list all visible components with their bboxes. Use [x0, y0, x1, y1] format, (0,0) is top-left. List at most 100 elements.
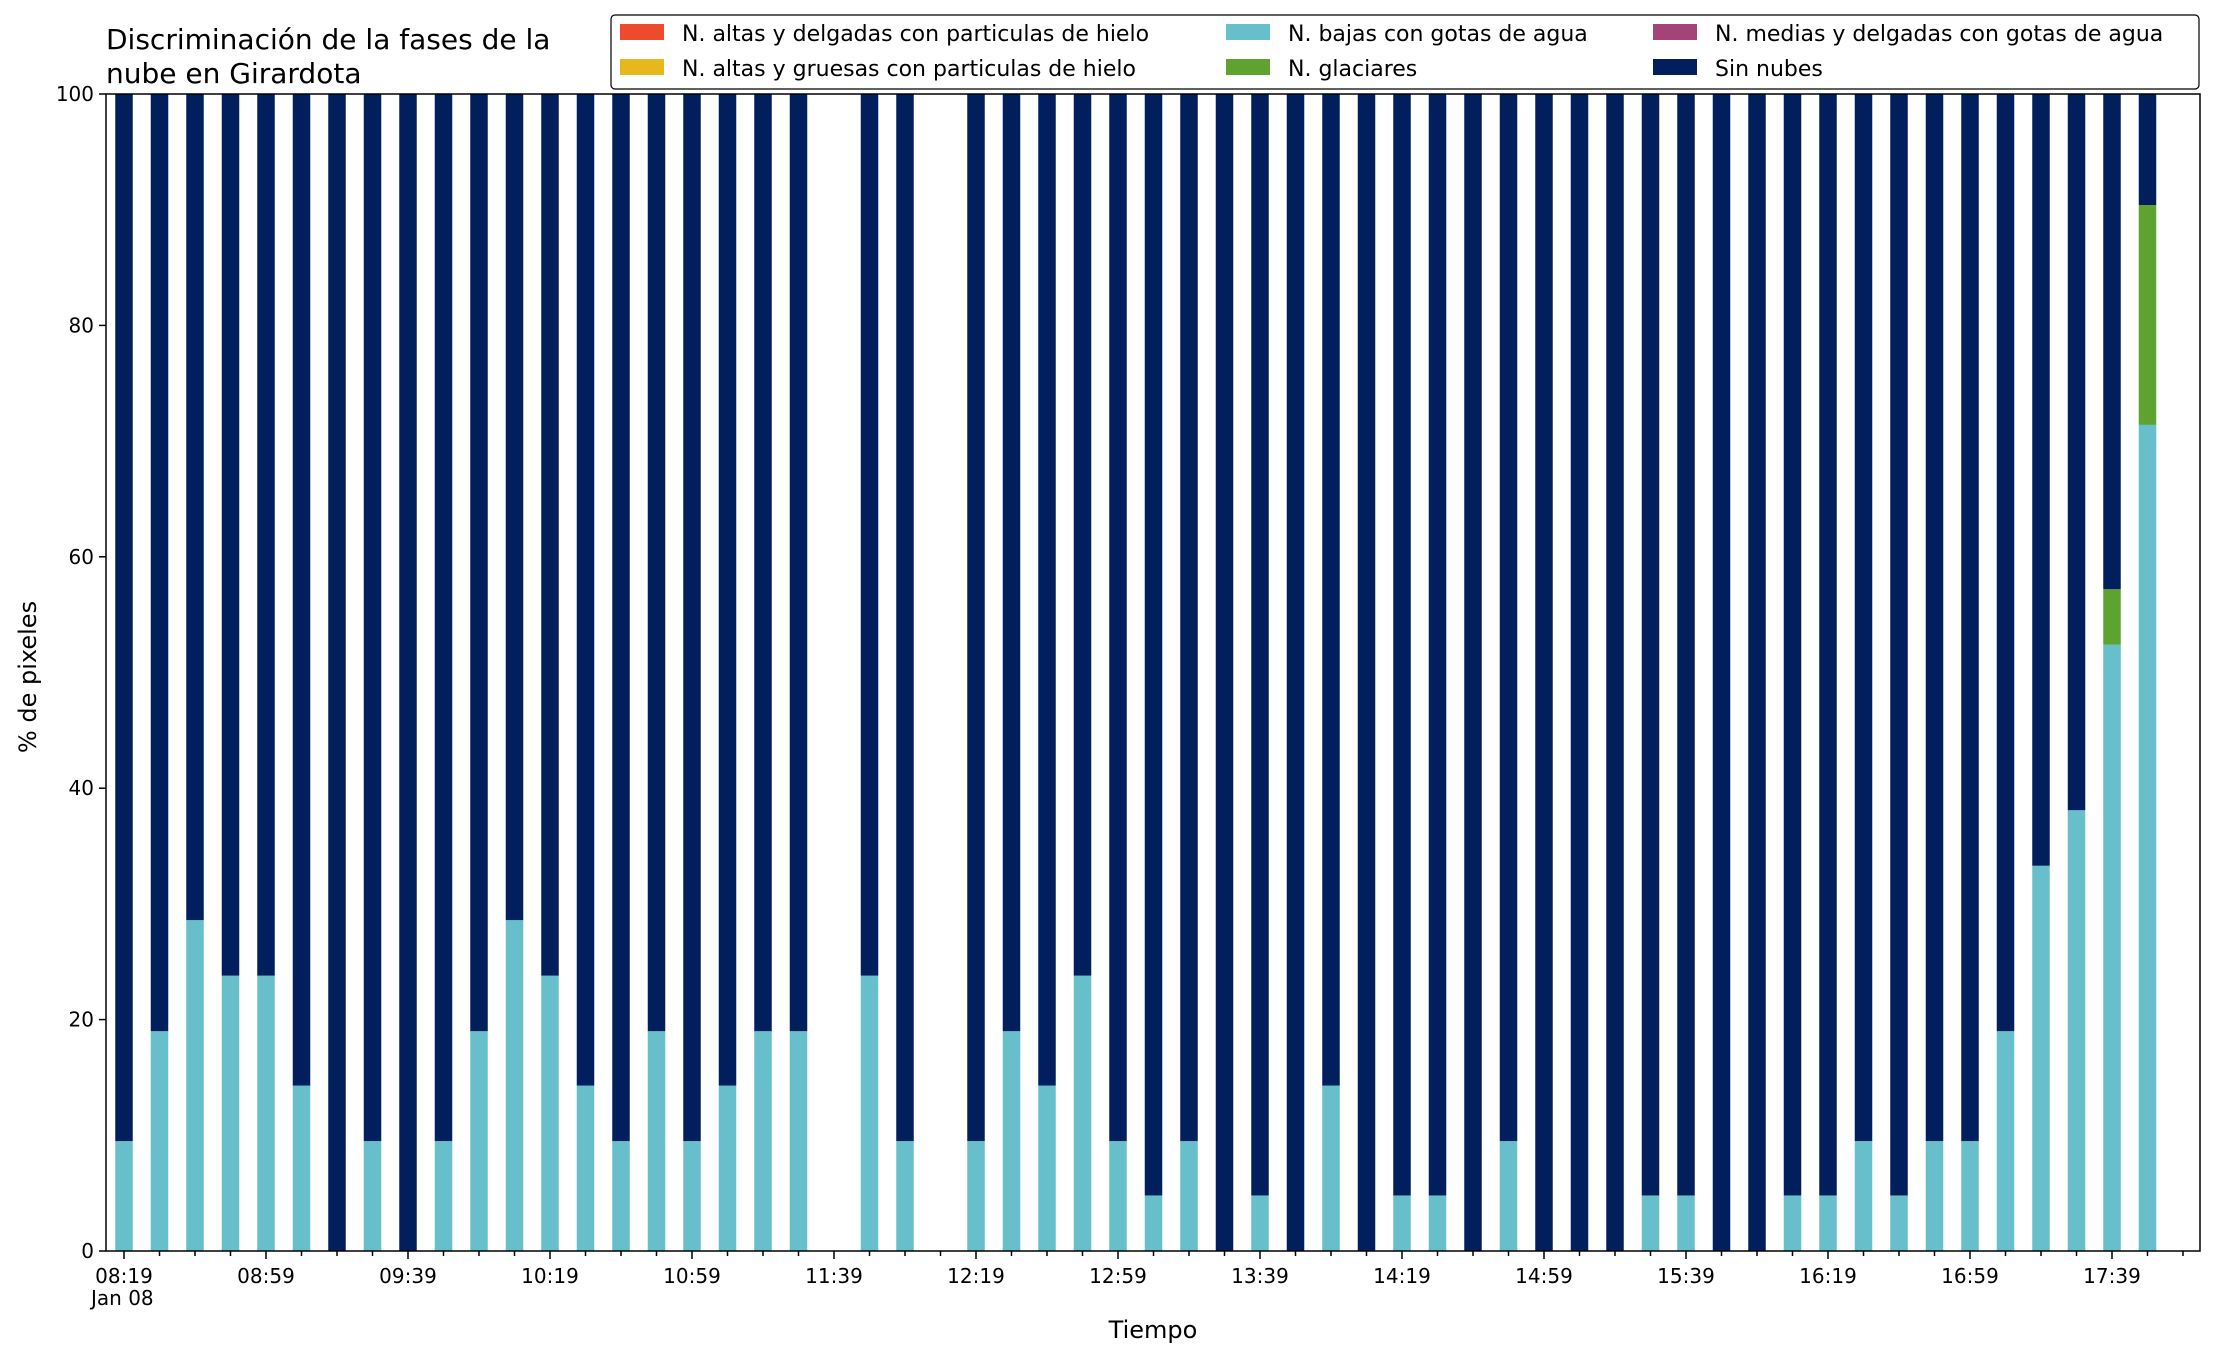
y-tick-label-0: 0 [81, 1239, 94, 1263]
x-tick-label-5: 11:39 [805, 1264, 863, 1288]
bar-segment-5-series-2 [292, 1085, 311, 1251]
bar-segment-49-series-2 [1854, 1141, 1873, 1251]
bar-segment-1-series-5 [150, 94, 169, 1032]
bar-segment-27-series-5 [1073, 94, 1092, 976]
x-tick-label-12: 16:19 [1799, 1264, 1857, 1288]
legend-label-3: N. glaciares [1288, 57, 1417, 82]
y-tick-label-5: 100 [56, 82, 94, 106]
bar-segment-4-series-2 [257, 975, 275, 1251]
bar-segment-2-series-5 [186, 94, 204, 921]
bar-segment-29-series-5 [1144, 94, 1163, 1196]
bar-segment-2-series-2 [186, 920, 204, 1251]
bar-segment-16-series-2 [683, 1141, 701, 1251]
bar-segment-56-series-5 [2103, 94, 2121, 590]
bar-segment-55-series-5 [2067, 94, 2086, 811]
bar-segment-54-series-2 [2032, 865, 2050, 1251]
bar-segment-13-series-5 [576, 94, 595, 1086]
chart-title-line-1: Discriminación de la fases de la [106, 23, 550, 56]
bar-segment-19-series-2 [789, 1031, 808, 1251]
x-tick-label-1: 08:59 [237, 1264, 295, 1288]
x-tick-label-6: 12:19 [947, 1264, 1005, 1288]
bar-segment-25-series-2 [1002, 1031, 1021, 1251]
legend-swatch-2 [1226, 24, 1270, 40]
y-tick-label-3: 60 [69, 545, 94, 569]
bar-segment-44-series-2 [1677, 1195, 1695, 1251]
bar-segment-7-series-5 [363, 94, 382, 1142]
bar-segment-11-series-2 [505, 920, 524, 1251]
x-tick-label-10: 14:59 [1515, 1264, 1573, 1288]
bar-segment-10-series-5 [470, 94, 488, 1032]
legend-box [610, 14, 2200, 90]
bar-segment-3-series-2 [221, 975, 240, 1251]
bar-segment-22-series-5 [896, 94, 914, 1142]
x-tick-label-0: 08:19 [95, 1264, 153, 1288]
bar-segment-3-series-5 [221, 94, 240, 976]
legend-label-4: N. medias y delgadas con gotas de agua [1715, 22, 2163, 47]
bar-segment-21-series-2 [860, 975, 879, 1251]
bar-segment-56-series-2 [2103, 644, 2121, 1251]
bar-segment-32-series-5 [1251, 94, 1269, 1196]
bar-segment-14-series-5 [612, 94, 630, 1142]
y-axis: 0 20 40 60 80 100 [56, 82, 106, 1263]
bar-segment-24-series-2 [967, 1141, 985, 1251]
bar-segment-32-series-2 [1251, 1195, 1269, 1251]
bar-segment-46-series-5 [1748, 94, 1766, 1251]
bars-layer [115, 94, 2157, 1251]
bar-segment-42-series-5 [1606, 94, 1624, 1251]
bar-segment-33-series-5 [1286, 94, 1305, 1251]
bar-segment-5-series-5 [292, 94, 311, 1086]
x-tick-label-7: 12:59 [1089, 1264, 1147, 1288]
legend-label-1: N. altas y gruesas con particulas de hie… [682, 57, 1136, 82]
legend-swatch-3 [1226, 59, 1270, 75]
plot-frame [105, 93, 2201, 1252]
bar-segment-52-series-5 [1961, 94, 1979, 1142]
x-date-label: Jan 08 [89, 1286, 154, 1310]
bar-segment-9-series-5 [434, 94, 453, 1142]
legend-label-5: Sin nubes [1715, 57, 1823, 82]
y-tick-label-1: 20 [69, 1008, 94, 1032]
bar-segment-44-series-5 [1677, 94, 1695, 1196]
bar-segment-34-series-5 [1322, 94, 1340, 1086]
bar-segment-37-series-5 [1428, 94, 1447, 1196]
bar-segment-35-series-5 [1357, 94, 1376, 1251]
bar-segment-43-series-2 [1641, 1195, 1660, 1251]
legend-swatch-1 [620, 59, 664, 75]
bar-segment-57-series-2 [2138, 424, 2157, 1251]
bar-segment-0-series-5 [115, 94, 133, 1142]
bar-segment-22-series-2 [896, 1141, 914, 1251]
bar-segment-38-series-5 [1464, 94, 1482, 1251]
bar-segment-31-series-5 [1215, 94, 1234, 1251]
legend-swatch-5 [1653, 59, 1697, 75]
bar-segment-53-series-5 [1996, 94, 2015, 1032]
bar-segment-16-series-5 [683, 94, 701, 1142]
bar-segment-14-series-2 [612, 1141, 630, 1251]
bar-segment-18-series-5 [754, 94, 772, 1032]
x-axis-label: Tiempo [1108, 1316, 1198, 1344]
bar-segment-34-series-2 [1322, 1085, 1340, 1251]
bar-segment-49-series-5 [1854, 94, 1873, 1142]
bar-segment-25-series-5 [1002, 94, 1021, 1032]
bar-segment-37-series-2 [1428, 1195, 1447, 1251]
bar-segment-8-series-5 [399, 94, 417, 1251]
bar-segment-19-series-5 [789, 94, 808, 1032]
bar-segment-17-series-2 [718, 1085, 737, 1251]
bar-segment-10-series-2 [470, 1031, 488, 1251]
bar-segment-30-series-2 [1180, 1141, 1198, 1251]
chart-title-line-2: nube en Girardota [106, 57, 361, 90]
legend-swatch-4 [1653, 24, 1697, 40]
bar-segment-15-series-2 [647, 1031, 666, 1251]
bar-segment-29-series-2 [1144, 1195, 1163, 1251]
legend-swatch-0 [620, 24, 664, 40]
bar-segment-18-series-2 [754, 1031, 772, 1251]
bar-segment-21-series-5 [860, 94, 879, 976]
bar-segment-1-series-2 [150, 1031, 169, 1251]
bar-segment-6-series-5 [328, 94, 346, 1251]
x-tick-label-13: 16:59 [1941, 1264, 1999, 1288]
bar-segment-51-series-2 [1925, 1141, 1944, 1251]
bar-segment-12-series-2 [541, 975, 559, 1251]
y-axis-label: % de pixeles [14, 601, 42, 753]
x-tick-label-14: 17:39 [2083, 1264, 2141, 1288]
bar-segment-45-series-5 [1712, 94, 1731, 1251]
x-tick-label-8: 13:39 [1231, 1264, 1289, 1288]
bar-segment-41-series-5 [1570, 94, 1589, 1251]
